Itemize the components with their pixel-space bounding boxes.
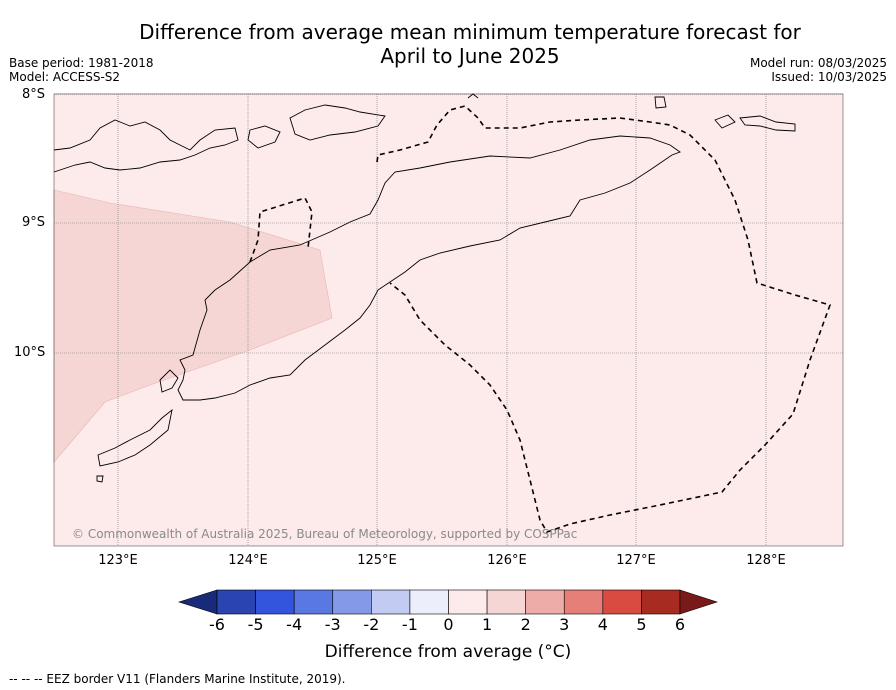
colorbar-segment [448, 589, 488, 615]
colorbar-tick-label: -3 [324, 615, 341, 634]
colorbar-title: Difference from average (°C) [324, 642, 572, 662]
flores-coastline [53, 119, 239, 173]
pantar-coastline [247, 125, 281, 149]
colorbar [178, 589, 718, 615]
issued-date: Issued: 10/03/2025 [771, 70, 887, 84]
colorbar-tick-label: -6 [209, 615, 225, 634]
wetar-coastline-2 [739, 115, 796, 132]
colorbar-tick-label: 2 [520, 615, 531, 634]
wetar-coastline-1 [714, 114, 736, 129]
colorbar-tick-label: -2 [363, 615, 380, 634]
chart-title: Difference from average mean minimum tem… [120, 20, 820, 68]
colorbar-tick-label: 6 [674, 615, 686, 634]
semau-coastline [159, 369, 179, 393]
lon-label-126e: 126°E [487, 553, 527, 568]
colorbar-segment [332, 589, 372, 615]
timor-coastline [177, 135, 681, 401]
atauro-coastline [654, 96, 667, 109]
colorbar-tick-label: 5 [636, 615, 647, 634]
colorbar-segment [255, 589, 295, 615]
anomaly-region [53, 189, 333, 463]
colorbar-segment [293, 589, 334, 615]
colorbar-arrow-left [178, 589, 218, 615]
colorbar-segment [602, 589, 642, 615]
meta-right: Model run: 08/03/2025 Issued: 10/03/2025 [750, 56, 887, 84]
map-frame [53, 93, 844, 547]
model-run: Model run: 08/03/2025 [749, 56, 887, 70]
lon-label-124e: 124°E [228, 553, 268, 568]
base-period: Base period: 1981-2018 [9, 56, 154, 70]
eez-main [376, 105, 832, 533]
colorbar-tick-label: -1 [401, 615, 418, 634]
model-name: Model: ACCESS-S2 [9, 70, 121, 84]
lon-label-128e: 128°E [746, 553, 786, 568]
colorbar-arrow-right [679, 589, 718, 615]
colorbar-segment [371, 589, 411, 615]
eez-legend: -- -- -- EEZ border V11 (Flanders Marine… [9, 672, 346, 686]
colorbar-segment [486, 589, 526, 615]
colorbar-tick-label: -5 [247, 615, 264, 634]
eez-border [249, 105, 832, 533]
colorbar-segment [563, 589, 604, 615]
colorbar-tick-label: -4 [286, 615, 303, 634]
colorbar-tick-label: 1 [481, 615, 493, 634]
colorbar-segment [525, 589, 565, 615]
alor-coastline [289, 104, 386, 141]
lon-label-123e: 123°E [98, 553, 138, 568]
colorbar-segment [216, 589, 256, 615]
colorbar-tick-label: 4 [597, 615, 608, 634]
meta-left: Base period: 1981-2018 Model: ACCESS-S2 [9, 56, 154, 84]
lat-label-8s: 8°S [22, 87, 46, 102]
colorbar-segment [409, 589, 449, 615]
colorbar-tick-label: 0 [443, 615, 454, 634]
eez-oecusse [249, 197, 313, 263]
lon-label-125e: 125°E [357, 553, 397, 568]
title-line-1: Difference from average mean minimum tem… [139, 20, 801, 44]
coastlines [53, 93, 796, 483]
lat-label-9s: 9°S [22, 215, 46, 230]
title-line-2: April to June 2025 [380, 44, 560, 68]
copyright-text: © Commonwealth of Australia 2025, Bureau… [72, 527, 578, 541]
colorbar-tick-label: 3 [559, 615, 570, 634]
ndao-coastline [96, 475, 104, 483]
lat-label-10s: 10°S [14, 345, 46, 360]
lon-label-127e: 127°E [616, 553, 656, 568]
colorbar-segment [641, 589, 681, 615]
rote-coastline [97, 408, 173, 467]
